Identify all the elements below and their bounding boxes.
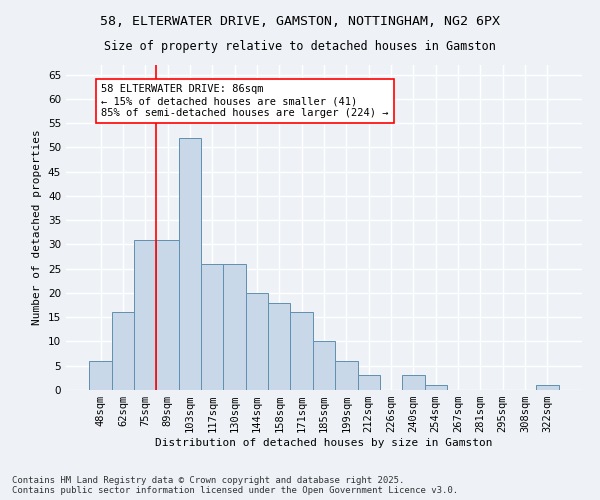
Bar bbox=[335, 361, 358, 390]
Text: 58, ELTERWATER DRIVE, GAMSTON, NOTTINGHAM, NG2 6PX: 58, ELTERWATER DRIVE, GAMSTON, NOTTINGHA… bbox=[100, 15, 500, 28]
Bar bbox=[112, 312, 134, 390]
Bar bbox=[246, 293, 268, 390]
Bar bbox=[89, 361, 112, 390]
Text: Size of property relative to detached houses in Gamston: Size of property relative to detached ho… bbox=[104, 40, 496, 53]
X-axis label: Distribution of detached houses by size in Gamston: Distribution of detached houses by size … bbox=[155, 438, 493, 448]
Bar bbox=[268, 302, 290, 390]
Bar bbox=[425, 385, 447, 390]
Y-axis label: Number of detached properties: Number of detached properties bbox=[32, 130, 43, 326]
Bar bbox=[358, 376, 380, 390]
Bar bbox=[179, 138, 201, 390]
Text: Contains HM Land Registry data © Crown copyright and database right 2025.
Contai: Contains HM Land Registry data © Crown c… bbox=[12, 476, 458, 495]
Bar bbox=[536, 385, 559, 390]
Bar bbox=[290, 312, 313, 390]
Bar bbox=[134, 240, 157, 390]
Bar bbox=[223, 264, 246, 390]
Bar bbox=[157, 240, 179, 390]
Bar bbox=[201, 264, 223, 390]
Text: 58 ELTERWATER DRIVE: 86sqm
← 15% of detached houses are smaller (41)
85% of semi: 58 ELTERWATER DRIVE: 86sqm ← 15% of deta… bbox=[101, 84, 389, 117]
Bar bbox=[313, 342, 335, 390]
Bar bbox=[402, 376, 425, 390]
